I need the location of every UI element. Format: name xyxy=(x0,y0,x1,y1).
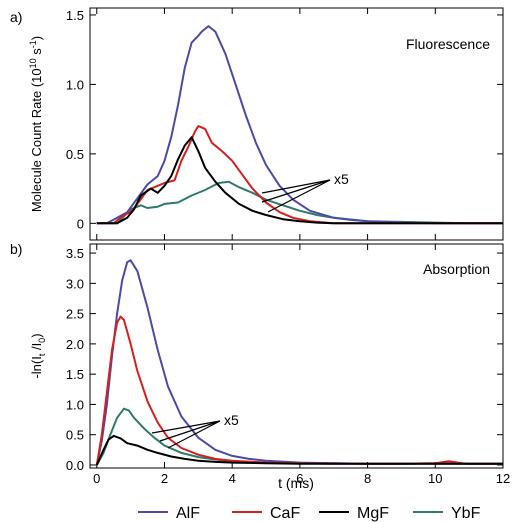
panel-a-frame xyxy=(89,7,504,241)
panel-b-y-axis-label: -ln(It /I0) xyxy=(29,333,47,378)
y-tick-label-a-1: 0.5 xyxy=(66,147,84,162)
panel-a: a) Fluorescence Molecule Count Rate (101… xyxy=(10,7,504,241)
panel-b-series xyxy=(95,259,503,466)
panel-a-multiplier-label: x5 xyxy=(334,171,349,187)
ylabel-b-part-2: t xyxy=(37,353,47,356)
legend-label-ybf: YbF xyxy=(451,505,481,522)
y-tick-label-b-5: 2.5 xyxy=(66,307,84,322)
x-tick-label-3: 6 xyxy=(296,471,303,486)
y-tick-label-b-6: 3.0 xyxy=(66,276,84,291)
legend: AlF CaF MgF YbF xyxy=(138,505,481,522)
x-tick-label-2: 4 xyxy=(229,471,236,486)
x-tick-label-4: 8 xyxy=(364,471,371,486)
series-alf-a xyxy=(96,25,503,225)
panel-b-label: b) xyxy=(10,241,22,257)
series-mgf-b xyxy=(95,434,503,466)
y-tick-label-b-4: 2.0 xyxy=(66,337,84,352)
legend-label-alf: AlF xyxy=(176,505,200,522)
x-tick-label-0: 0 xyxy=(93,471,100,486)
panel-b-annotation: Absorption xyxy=(423,261,490,277)
panel-a-multiplier-pointer: x5 xyxy=(261,171,349,213)
y-tick-label-b-7: 3.5 xyxy=(66,246,84,261)
pointer-b-line-1 xyxy=(151,420,221,434)
series-ybf-a xyxy=(96,180,503,225)
y-tick-label-a-2: 1.0 xyxy=(66,77,84,92)
panel-a-y-axis-label: Molecule Count Rate (1010 s-1) xyxy=(28,36,44,212)
y-tick-label-b-1: 0.5 xyxy=(66,428,84,443)
y-tick-label-b-3: 1.5 xyxy=(66,367,84,382)
panel-a-label: a) xyxy=(10,9,22,25)
ylabel-a-part-2: 10 xyxy=(28,58,38,68)
ylabel-b-part-1: -ln(I xyxy=(29,356,44,378)
ylabel-b-part-3: /I xyxy=(29,343,44,354)
x-tick-label-6: 12 xyxy=(496,471,510,486)
ylabel-a-part-1: Molecule Count Rate (10 xyxy=(29,68,44,212)
panel-b-multiplier-label: x5 xyxy=(224,412,239,428)
series-alf-b xyxy=(95,259,503,466)
y-tick-label-a-0: 0 xyxy=(77,216,84,231)
legend-label-caf: CaF xyxy=(270,505,300,522)
series-caf-b xyxy=(95,315,503,466)
x-tick-label-1: 2 xyxy=(161,471,168,486)
panel-a-annotation: Fluorescence xyxy=(406,36,490,52)
y-tick-label-b-0: 0.0 xyxy=(66,458,84,473)
pointer-a-line-3 xyxy=(267,179,331,213)
x-tick-label-5: 10 xyxy=(428,471,442,486)
panel-b: b) Absorption -ln(It /I0) 0.00.51.01.52.… xyxy=(10,241,510,491)
panel-a-series xyxy=(96,25,503,225)
ylabel-a-part-3: s xyxy=(29,48,44,59)
y-tick-label-b-2: 1.0 xyxy=(66,397,84,412)
panel-a-ticks: 0 0.5 1.0 1.5 xyxy=(66,8,504,240)
ylabel-b-part-5: ) xyxy=(29,333,44,337)
series-ybf-b xyxy=(95,407,503,466)
ylabel-a-part-5: ) xyxy=(29,36,44,40)
x-axis-label: t (ms) xyxy=(278,475,314,491)
y-tick-label-a-3: 1.5 xyxy=(66,8,84,23)
ylabel-b-part-4: 0 xyxy=(37,338,47,343)
pointer-a-line-1 xyxy=(261,179,331,194)
panel-b-frame xyxy=(89,243,504,469)
pointer-a-line-2 xyxy=(261,179,331,203)
series-mgf-a xyxy=(96,136,503,225)
legend-label-mgf: MgF xyxy=(357,505,389,522)
panel-b-multiplier-pointer: x5 xyxy=(151,412,239,449)
panel-b-ticks: 0.0 0.5 1.0 1.5 2.0 2.5 3.0 3.5 0 2 4 6 8 10 12 xyxy=(66,244,510,486)
pointer-b-line-2 xyxy=(159,420,221,442)
ylabel-a-part-4: -1 xyxy=(28,40,38,48)
pointer-b-line-3 xyxy=(167,420,221,449)
